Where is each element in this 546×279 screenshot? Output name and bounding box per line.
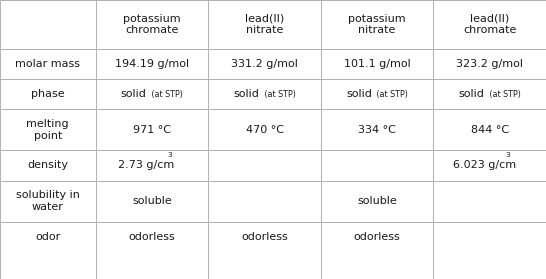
Text: 470 °C: 470 °C [246,125,283,135]
Text: solid: solid [346,89,372,99]
Text: lead(II)
nitrate: lead(II) nitrate [245,14,284,35]
Text: odorless: odorless [128,232,175,242]
Text: (at STP): (at STP) [262,90,296,98]
Text: 323.2 g/mol: 323.2 g/mol [456,59,523,69]
Text: lead(II)
chromate: lead(II) chromate [463,14,517,35]
Text: solubility in
water: solubility in water [16,190,80,212]
Text: potassium
chromate: potassium chromate [123,14,181,35]
Text: soluble: soluble [357,196,397,206]
Text: odorless: odorless [241,232,288,242]
Text: odorless: odorless [354,232,401,242]
Text: 6.023 g/cm: 6.023 g/cm [453,160,516,170]
Text: 331.2 g/mol: 331.2 g/mol [231,59,298,69]
Text: solid: solid [459,89,485,99]
Text: melting
point: melting point [26,119,69,141]
Text: odor: odor [35,232,61,242]
Text: 101.1 g/mol: 101.1 g/mol [344,59,411,69]
Text: 3: 3 [167,152,172,158]
Text: 194.19 g/mol: 194.19 g/mol [115,59,189,69]
Text: potassium
nitrate: potassium nitrate [348,14,406,35]
Text: 3: 3 [505,152,510,158]
Text: 2.73 g/cm: 2.73 g/cm [118,160,175,170]
Text: (at STP): (at STP) [149,90,183,98]
Text: phase: phase [31,89,64,99]
Text: soluble: soluble [132,196,172,206]
Text: molar mass: molar mass [15,59,80,69]
Text: (at STP): (at STP) [487,90,521,98]
Text: 971 °C: 971 °C [133,125,171,135]
Text: 334 °C: 334 °C [358,125,396,135]
Text: density: density [27,160,68,170]
Text: solid: solid [121,89,147,99]
Text: solid: solid [234,89,259,99]
Text: (at STP): (at STP) [375,90,408,98]
Text: 844 °C: 844 °C [471,125,509,135]
